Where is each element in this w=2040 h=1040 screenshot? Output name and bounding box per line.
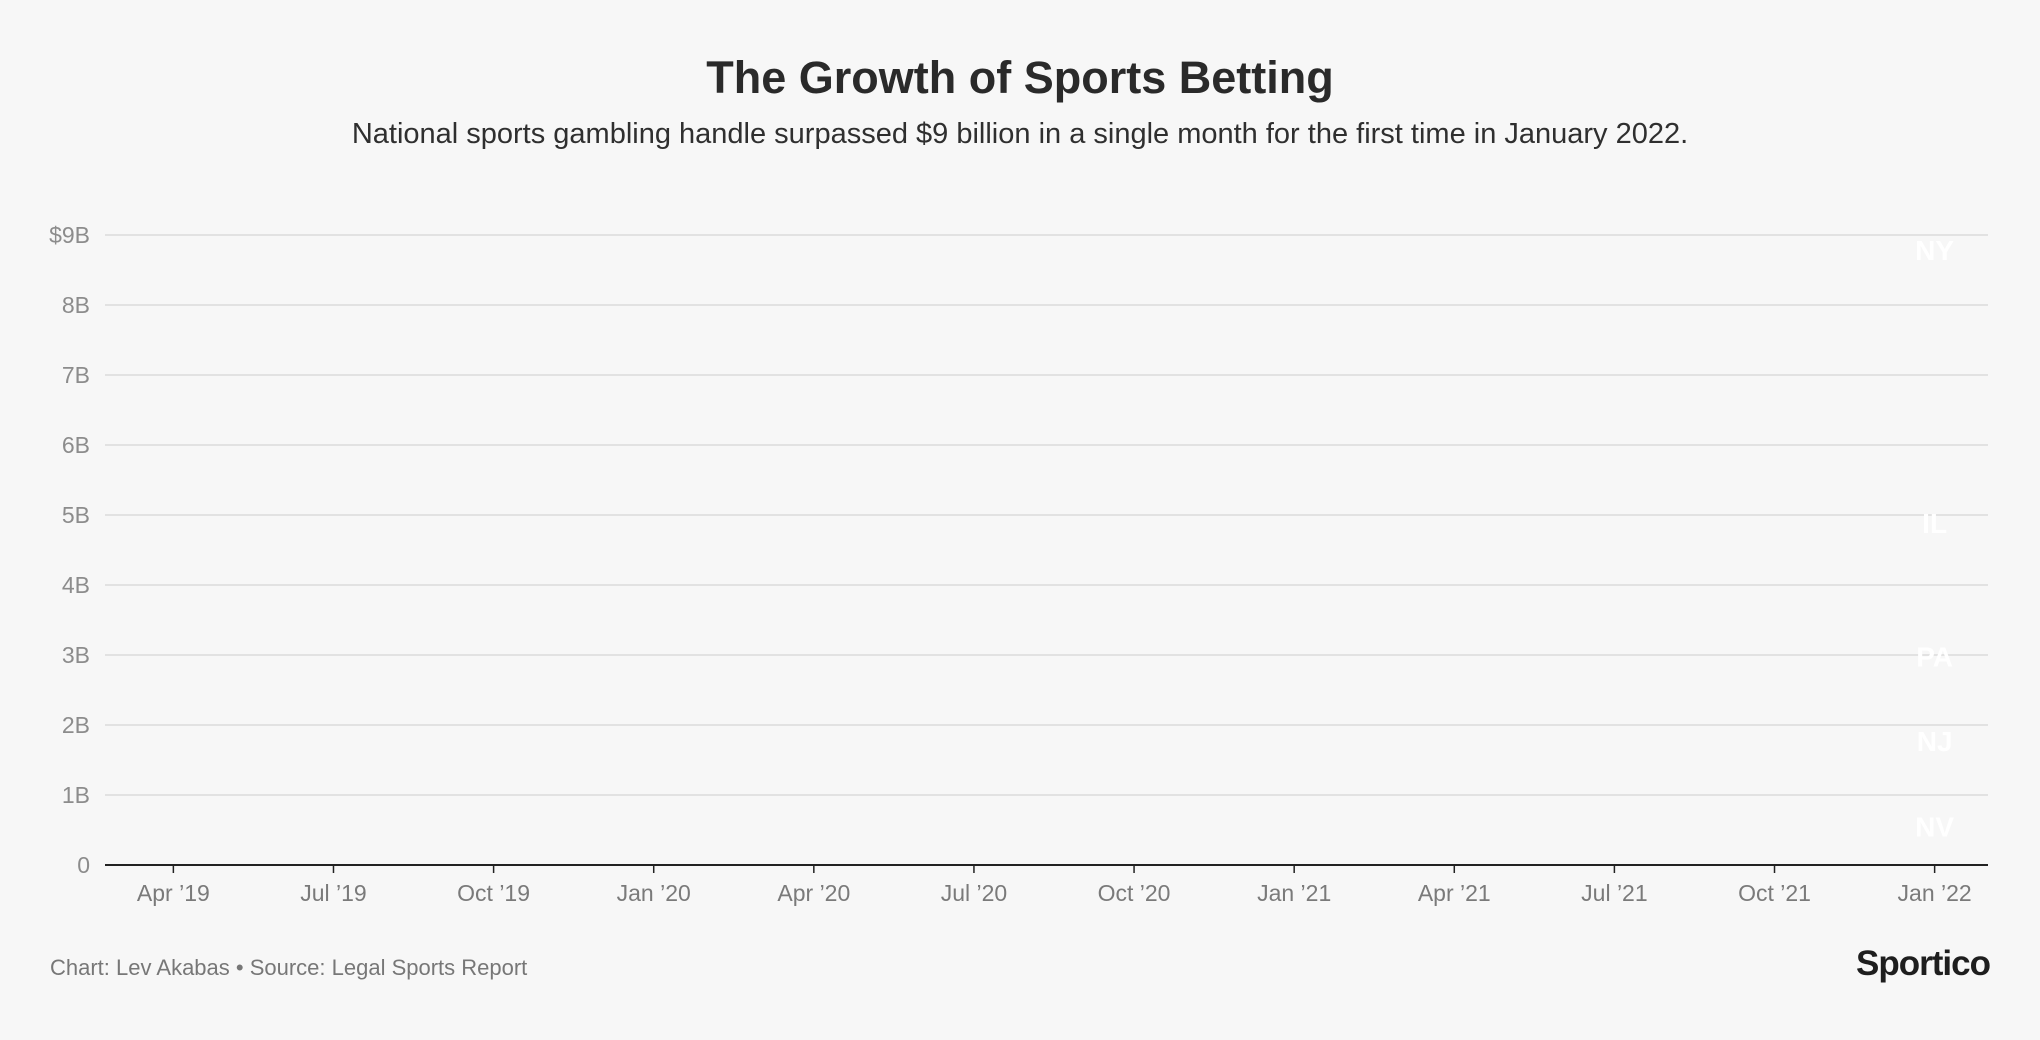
chart-subtitle: National sports gambling handle surpasse…: [351, 118, 1689, 150]
x-tick-label: Apr ’19: [137, 880, 210, 906]
y-tick-label: 1B: [62, 782, 90, 808]
series-label-pa: PA: [1916, 641, 1953, 672]
y-tick-label: 2B: [62, 712, 90, 738]
series-label-il: IL: [1922, 508, 1947, 539]
series-labels: NV NJ PA IL NY: [1915, 235, 1954, 842]
x-tick-label: Jul ’20: [941, 880, 1007, 906]
source-credit: Chart: Lev Akabas • Source: Legal Sports…: [50, 955, 528, 980]
x-tick-label: Oct ’20: [1098, 880, 1171, 906]
gridlines: [105, 234, 1988, 796]
series-label-ny: NY: [1915, 235, 1954, 266]
x-tick-label: Apr ’21: [1418, 880, 1491, 906]
x-tick-label: Oct ’21: [1738, 880, 1811, 906]
y-tick-label: 6B: [62, 432, 90, 458]
axes: 0 1B 2B 3B 4B 5B 6B 7B 8B $9B Apr ’19 Jul ’19 Oct ’1…: [49, 222, 1988, 906]
y-tick-label: 7B: [62, 362, 90, 388]
chart-title: The Growth of Sports Betting: [706, 52, 1334, 103]
y-tick-label: 0: [77, 852, 90, 878]
x-tick-label: Jan ’22: [1898, 880, 1972, 906]
brand-logo: Sportico: [1856, 944, 1991, 983]
y-tick-label: $9B: [49, 222, 90, 248]
y-tick-label: 5B: [62, 502, 90, 528]
y-tick-label: 8B: [62, 292, 90, 318]
x-tick-label: Oct ’19: [457, 880, 530, 906]
x-tick-label: Jan ’20: [617, 880, 691, 906]
x-tick-label: Jan ’21: [1257, 880, 1331, 906]
x-tick-label: Jul ’19: [300, 880, 366, 906]
x-tick-label: Jul ’21: [1581, 880, 1647, 906]
series-label-nv: NV: [1915, 812, 1954, 843]
series-label-nj: NJ: [1917, 726, 1953, 757]
x-tick-label: Apr ’20: [777, 880, 850, 906]
y-tick-label: 4B: [62, 572, 90, 598]
y-tick-label: 3B: [62, 642, 90, 668]
